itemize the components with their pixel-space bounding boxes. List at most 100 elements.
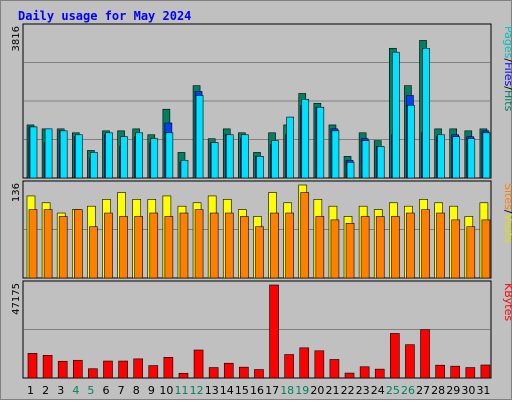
bar-pages-day-31 [482, 132, 491, 179]
bar-pages-day-15 [241, 134, 249, 179]
day-label-27: 27 [416, 384, 430, 397]
bar-sites-day-15 [240, 216, 249, 279]
top-legend: Pages/Files/Hits [502, 26, 512, 112]
bar-kbytes-day-26 [405, 344, 415, 379]
bar-pages-day-2 [44, 128, 53, 179]
bar-pages-day-13 [210, 142, 219, 179]
bar-sites-day-2 [43, 209, 53, 279]
bars [26, 40, 491, 379]
bar-sites-day-17 [270, 212, 279, 279]
bar-pages-day-17 [271, 140, 279, 179]
bar-sites-day-12 [194, 209, 204, 279]
bar-pages-day-16 [256, 156, 264, 179]
bar-kbytes-day-25 [390, 333, 400, 379]
bar-pages-day-22 [346, 161, 355, 179]
day-label-4: 4 [72, 384, 79, 397]
bar-kbytes-day-19 [299, 347, 310, 379]
bar-kbytes-day-23 [359, 366, 370, 379]
day-label-9: 9 [148, 384, 155, 397]
bar-kbytes-day-21 [329, 359, 340, 379]
day-label-22: 22 [341, 384, 355, 397]
day-label-13: 13 [205, 384, 219, 397]
day-label-5: 5 [87, 384, 94, 397]
day-label-28: 28 [431, 384, 445, 397]
bar-sites-day-21 [330, 219, 340, 279]
day-label-8: 8 [133, 384, 140, 397]
bar-kbytes-day-9 [148, 365, 159, 379]
bar-kbytes-day-12 [193, 349, 204, 379]
day-label-6: 6 [103, 384, 110, 397]
bar-kbytes-day-5 [88, 368, 98, 379]
bar-pages-day-1 [29, 126, 38, 179]
bar-pages-day-10 [165, 132, 174, 179]
bar-pages-day-27 [422, 47, 430, 179]
bar-pages-day-24 [376, 146, 385, 179]
bar-kbytes-day-13 [208, 367, 219, 379]
bar-kbytes-day-29 [450, 365, 461, 379]
bar-kbytes-day-4 [72, 359, 83, 379]
bar-kbytes-day-27 [420, 329, 430, 379]
bottom-axis-max-label: 47175 [11, 283, 22, 315]
bar-sites-day-3 [58, 216, 68, 279]
bar-kbytes-day-3 [57, 360, 68, 379]
bar-pages-day-3 [59, 130, 68, 179]
day-label-19: 19 [295, 384, 309, 397]
bar-pages-day-5 [90, 152, 98, 179]
bar-pages-day-19 [301, 99, 310, 179]
day-label-16: 16 [250, 384, 264, 397]
bar-sites-day-7 [119, 216, 128, 279]
top-legend-item-3: / [502, 86, 512, 90]
bar-sites-day-11 [179, 212, 189, 279]
bar-sites-day-19 [300, 192, 310, 279]
bar-pages-day-11 [180, 160, 189, 179]
day-label-2: 2 [42, 384, 49, 397]
bar-kbytes-day-15 [239, 366, 249, 379]
bar-sites-day-9 [149, 212, 159, 279]
bar-pages-day-29 [452, 136, 461, 179]
top-legend-item-2: Files [502, 62, 512, 86]
bar-kbytes-day-17 [269, 284, 279, 379]
bar-kbytes-day-31 [480, 364, 491, 379]
day-label-20: 20 [310, 384, 324, 397]
top-legend-item-4: Hits [502, 90, 512, 112]
middle-legend-item-2: Visits [502, 214, 512, 243]
bar-sites-day-20 [315, 216, 325, 279]
bar-sites-day-31 [481, 219, 491, 279]
bar-sites-day-18 [285, 212, 294, 279]
bar-pages-day-8 [135, 132, 143, 179]
day-label-25: 25 [386, 384, 400, 397]
day-label-23: 23 [356, 384, 370, 397]
day-label-21: 21 [325, 384, 339, 397]
bar-sites-day-25 [391, 216, 400, 279]
bar-kbytes-day-18 [284, 354, 294, 379]
day-label-31: 31 [476, 384, 490, 397]
day-label-14: 14 [220, 384, 234, 397]
bar-pages-day-23 [361, 140, 370, 179]
bar-sites-day-1 [28, 209, 38, 279]
middle-legend-item-1: / [502, 210, 512, 214]
bar-pages-day-26 [407, 104, 415, 179]
bar-pages-day-30 [467, 138, 476, 179]
bar-sites-day-6 [104, 212, 113, 279]
bar-kbytes-day-2 [42, 355, 53, 379]
middle-axis-max-label: 136 [11, 183, 22, 202]
bar-sites-day-30 [466, 226, 476, 279]
day-labels: 1 2 3 4 5 6 7 8 9 10 11 12 13 14 15 16 17 18 19 20 21 22 23 24 2… [27, 384, 490, 397]
bar-sites-day-26 [406, 212, 415, 279]
bar-kbytes-day-7 [118, 360, 128, 379]
day-label-3: 3 [57, 384, 64, 397]
bar-sites-day-24 [375, 216, 385, 279]
bar-pages-day-20 [316, 106, 325, 179]
bar-pages-day-14 [225, 134, 234, 179]
day-label-11: 11 [175, 384, 189, 397]
bar-sites-day-8 [134, 216, 143, 279]
bar-kbytes-day-20 [314, 350, 325, 379]
middle-legend: Sites/Visits [502, 183, 512, 243]
day-label-15: 15 [235, 384, 249, 397]
bar-kbytes-day-8 [133, 358, 143, 379]
bar-kbytes-day-22 [344, 372, 355, 379]
bar-sites-day-13 [209, 212, 219, 279]
bar-kbytes-day-30 [465, 367, 476, 379]
day-label-12: 12 [190, 384, 204, 397]
